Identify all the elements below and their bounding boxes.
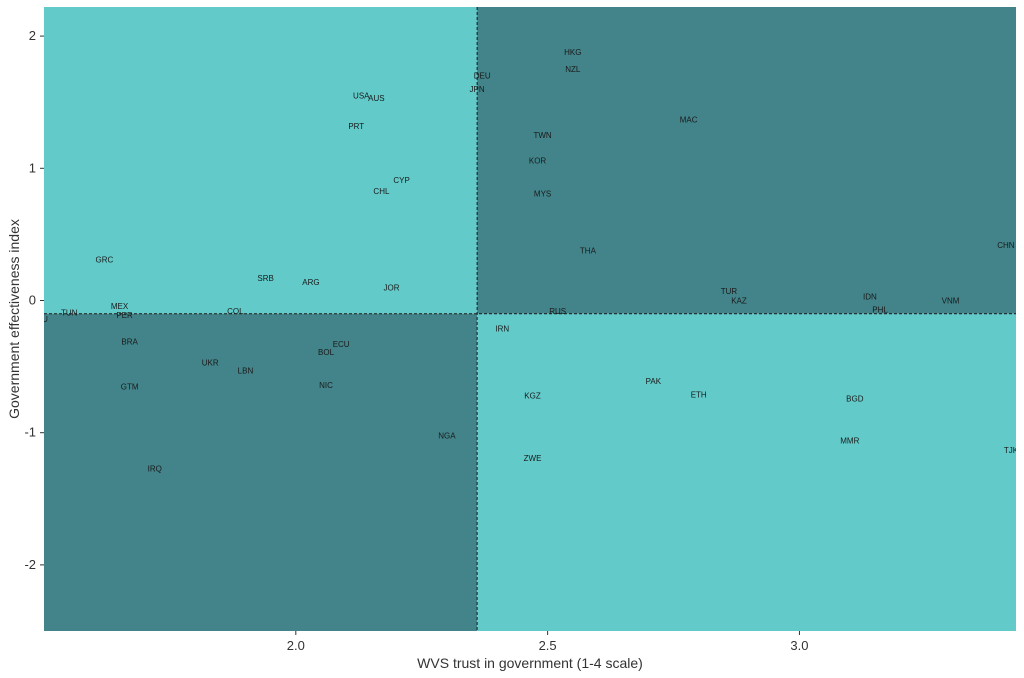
- x-tick-label: 2.5: [539, 638, 557, 653]
- point-label-aus: AUS: [368, 94, 384, 103]
- point-label-lbn: LBN: [238, 367, 254, 376]
- point-label-zwe: ZWE: [524, 454, 542, 463]
- quadrant-top-right: [477, 7, 1017, 314]
- y-tick-label: 2: [29, 28, 36, 43]
- point-label-ecu: ECU: [333, 340, 350, 349]
- axes: -2 -1 0 1 2 2.0 2.5 3.0: [24, 28, 808, 653]
- point-label-chn: CHN: [997, 241, 1015, 250]
- point-label-nic: NIC: [319, 381, 333, 390]
- y-tick-label: 0: [29, 292, 36, 307]
- point-label-tjk: TJK: [1004, 446, 1019, 455]
- point-label-kaz: KAZ: [731, 296, 747, 305]
- point-label-gtm: GTM: [121, 382, 139, 391]
- point-label-twn: TWN: [533, 131, 551, 140]
- point-label-chl: CHL: [373, 187, 390, 196]
- point-label-mac: MAC: [680, 115, 698, 124]
- point-label-rou: ROU: [30, 315, 48, 324]
- point-label-tur: TUR: [721, 287, 738, 296]
- point-label-irq: IRQ: [148, 464, 162, 473]
- point-label-grc: GRC: [96, 256, 114, 265]
- point-label-vnm: VNM: [942, 296, 960, 305]
- point-label-usa: USA: [353, 92, 370, 101]
- quadrant-bottom-right: [477, 313, 1017, 631]
- point-label-phl: PHL: [872, 306, 888, 315]
- point-label-bol: BOL: [318, 348, 335, 357]
- point-label-arg: ARG: [302, 278, 319, 287]
- point-label-col: COL: [227, 307, 244, 316]
- point-label-ukr: UKR: [202, 359, 219, 368]
- point-label-rus: RUS: [549, 307, 566, 316]
- quadrant-backgrounds: [44, 7, 1017, 631]
- x-axis-title: WVS trust in government (1-4 scale): [417, 655, 643, 671]
- point-label-mex: MEX: [111, 302, 129, 311]
- point-label-hkg: HKG: [564, 48, 581, 57]
- point-label-bra: BRA: [121, 337, 138, 346]
- point-label-cyp: CYP: [393, 176, 409, 185]
- point-label-bgd: BGD: [846, 394, 864, 403]
- point-label-mmr: MMR: [840, 437, 859, 446]
- x-tick-label: 3.0: [790, 638, 808, 653]
- point-label-eth: ETH: [691, 390, 707, 399]
- y-tick-label: -2: [24, 557, 36, 572]
- point-label-idn: IDN: [863, 293, 877, 302]
- point-label-prt: PRT: [348, 122, 364, 131]
- point-label-nga: NGA: [438, 431, 456, 440]
- point-label-kor: KOR: [529, 156, 547, 165]
- reference-lines: [44, 7, 1016, 631]
- point-label-kgz: KGZ: [524, 392, 541, 401]
- quadrant-top-left: [44, 7, 478, 314]
- y-tick-label: -1: [24, 425, 36, 440]
- point-label-pak: PAK: [646, 377, 662, 386]
- y-axis-title: Government effectiveness index: [6, 219, 22, 419]
- point-label-tha: THA: [580, 246, 597, 255]
- x-tick-label: 2.0: [287, 638, 305, 653]
- point-label-irn: IRN: [495, 324, 509, 333]
- point-label-nzl: NZL: [565, 65, 581, 74]
- point-label-mys: MYS: [534, 189, 551, 198]
- point-label-jor: JOR: [384, 283, 400, 292]
- point-label-srb: SRB: [257, 274, 273, 283]
- point-label-tun: TUN: [61, 308, 78, 317]
- quadrant-bottom-left: [44, 313, 478, 631]
- point-label-per: PER: [116, 311, 133, 320]
- y-tick-label: 1: [29, 160, 36, 175]
- point-label-deu: DEU: [474, 72, 491, 81]
